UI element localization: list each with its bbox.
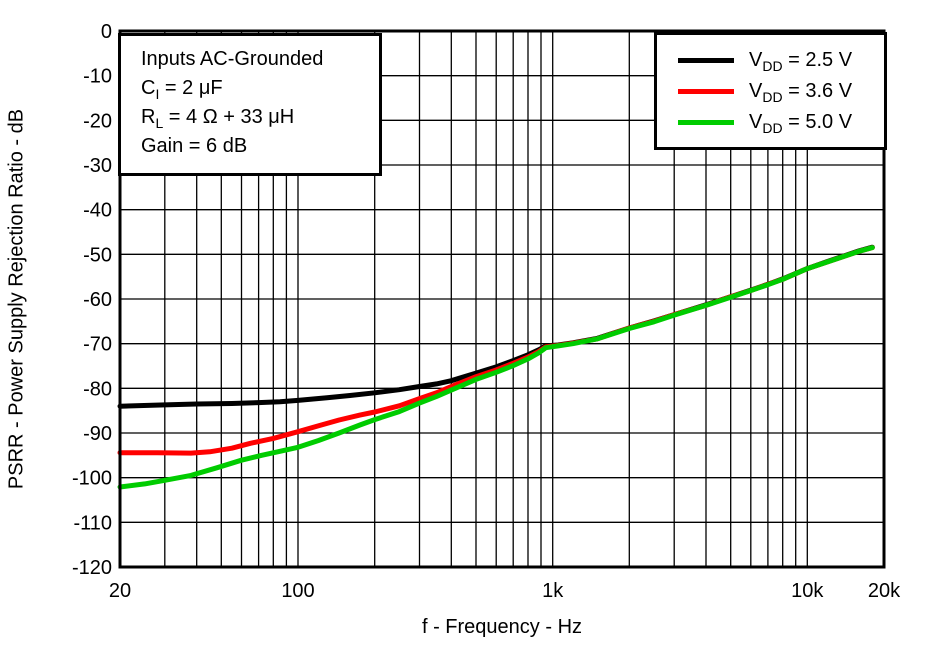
y-tick-label: -20 [83, 110, 112, 132]
y-tick-label: -100 [72, 468, 112, 490]
series-line-vdd-5-0v [117, 245, 875, 490]
y-tick-label: -80 [83, 378, 112, 400]
conditions-annotation-box: Inputs AC-Grounded CI = 2 μF RL = 4 Ω + 33… [118, 33, 382, 176]
y-tick-label: -90 [83, 423, 112, 445]
x-tick-label: 10k [791, 580, 824, 602]
x-tick-label: 1k [542, 580, 564, 602]
x-axis-title-text: f - Frequency - Hz [421, 616, 583, 638]
legend-swatch-vdd-2-5v [678, 57, 734, 63]
legend-label-vdd-2-5v: VDD = 2.5 V [749, 48, 853, 74]
legend-row-vdd-2-5v: VDD = 2.5 V [678, 48, 884, 74]
legend-row-vdd-3-6v: VDD = 3.6 V [678, 79, 884, 105]
legend-swatch-vdd-3-6v [678, 88, 734, 94]
annotation-line: CI = 2 μF [141, 77, 223, 102]
y-tick-label: -120 [72, 557, 112, 579]
x-tick-label: 20 [109, 580, 131, 602]
annotation-line: RL = 4 Ω + 33 μH [141, 106, 295, 131]
y-tick-label: -110 [73, 512, 112, 534]
y-axis-title: PSRR - Power Supply Rejection Ratio - dB [6, 109, 29, 489]
legend-box: VDD = 2.5 V VDD = 3.6 V VDD = 5.0 V [654, 32, 887, 150]
legend-row-vdd-5-0v: VDD = 5.0 V [678, 110, 884, 136]
x-axis-title: f - Frequency - Hz [422, 616, 582, 639]
legend-label-vdd-5-0v: VDD = 5.0 V [749, 110, 853, 136]
annotation-line: Gain = 6 dB [141, 135, 248, 157]
y-tick-label: -70 [83, 334, 112, 356]
y-axis-title-text: PSRR - Power Supply Rejection Ratio - dB [5, 108, 28, 490]
y-tick-label: -30 [83, 155, 112, 177]
x-tick-label: 100 [281, 580, 314, 602]
y-tick-label: -10 [83, 66, 112, 88]
plot-frame [118, 29, 886, 569]
y-tick-label: -50 [83, 244, 112, 266]
y-tick-label: -60 [83, 289, 112, 311]
legend-label-vdd-3-6v: VDD = 3.6 V [749, 79, 853, 105]
x-tick-label: 20k [868, 580, 901, 602]
y-tick-label: 0 [101, 21, 112, 43]
y-tick-label: -40 [83, 200, 112, 222]
legend-swatch-vdd-5-0v [678, 119, 734, 125]
annotation-line: Inputs AC-Grounded [141, 48, 324, 70]
